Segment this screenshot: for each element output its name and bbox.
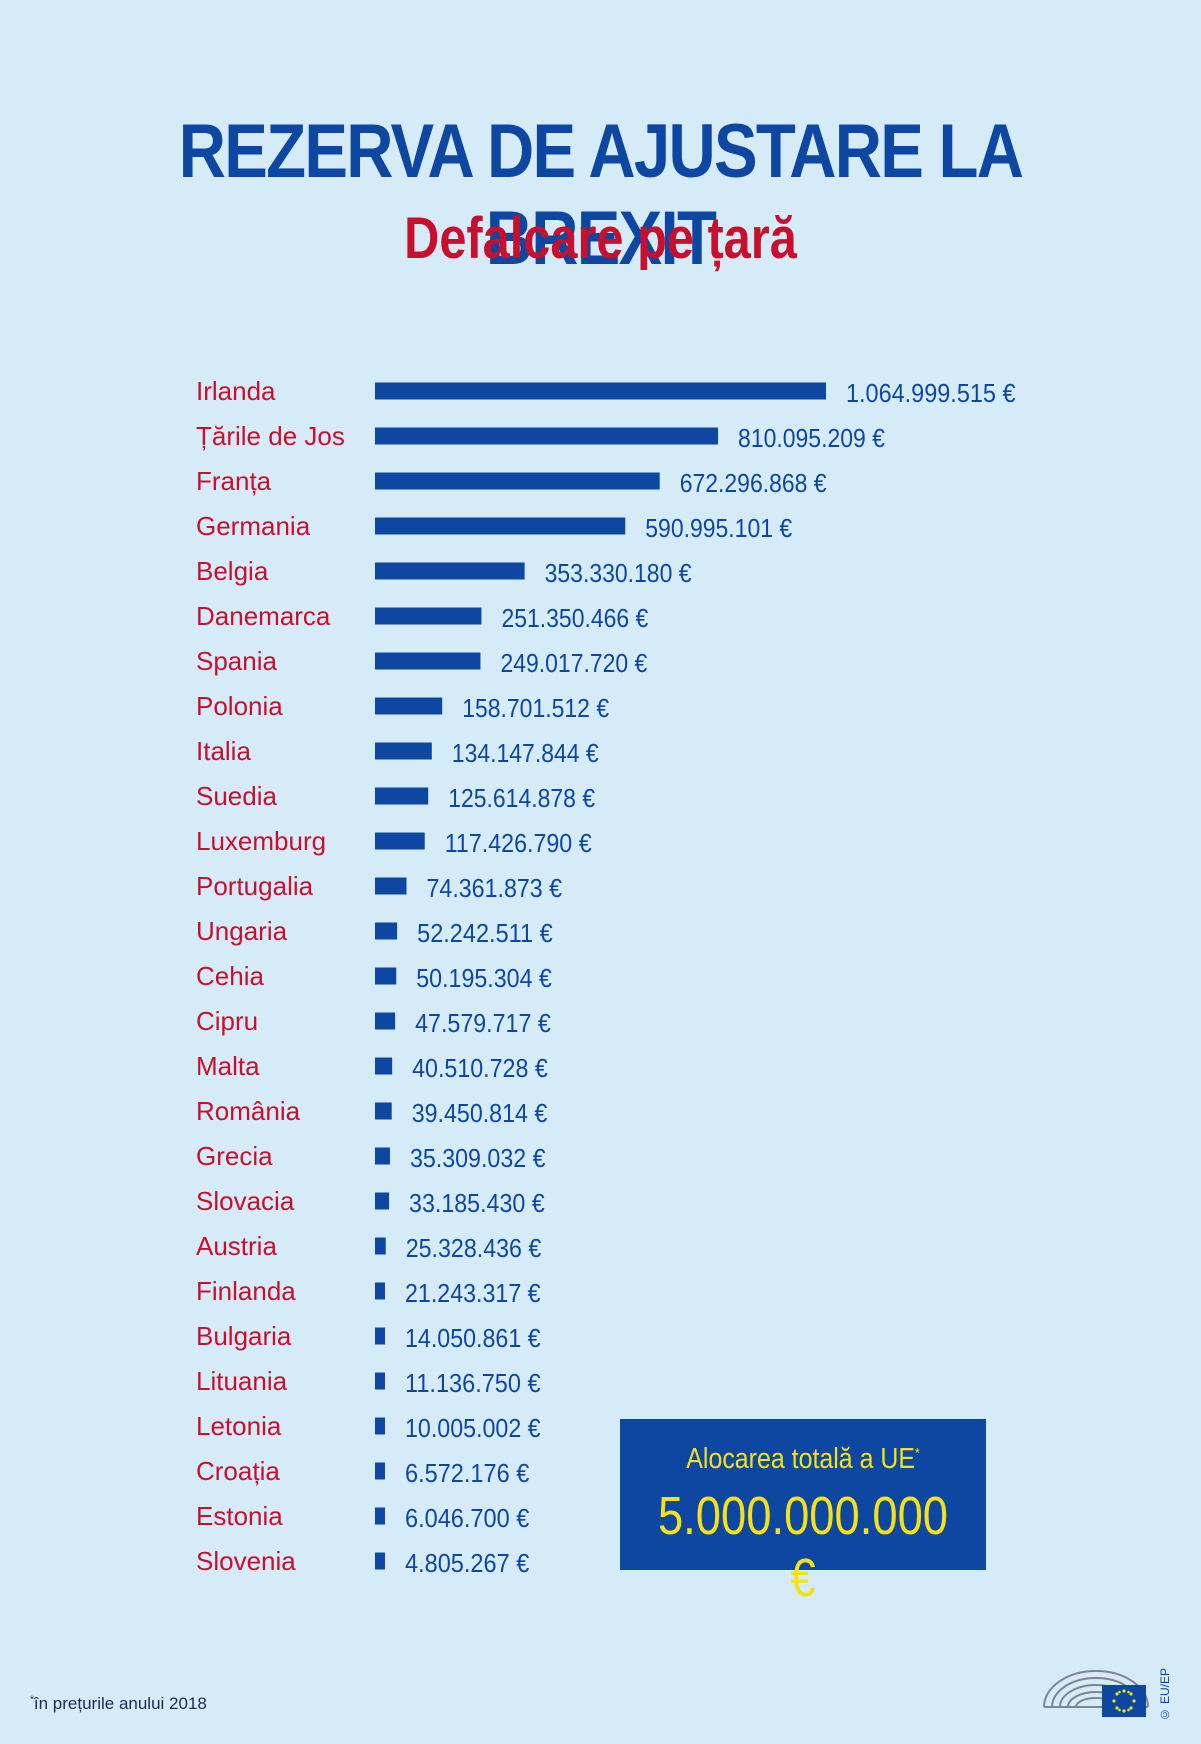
bar	[375, 1147, 390, 1165]
country-label: Malta	[196, 1051, 260, 1081]
bar	[375, 1552, 385, 1570]
footnote: *în prețurile anului 2018	[30, 1694, 207, 1713]
bar	[375, 1372, 385, 1390]
value-label: 74.361.873 €	[426, 873, 562, 903]
value-label: 21.243.317 €	[405, 1278, 541, 1308]
country-label: Finlanda	[196, 1276, 296, 1306]
bar	[375, 1057, 393, 1075]
bar	[375, 967, 397, 985]
value-label: 6.572.176 €	[405, 1458, 530, 1488]
bar	[375, 1102, 392, 1120]
value-label: 1.064.999.515 €	[846, 378, 1016, 408]
bar	[375, 1327, 385, 1345]
value-label: 672.296.868 €	[680, 468, 827, 498]
country-label: Germania	[196, 511, 311, 541]
value-label: 134.147.844 €	[452, 738, 599, 768]
total-allocation-value: 5.000.000.000 €	[657, 1486, 949, 1608]
country-label: Polonia	[196, 691, 283, 721]
value-label: 125.614.878 €	[448, 783, 595, 813]
country-label: Cipru	[196, 1006, 258, 1036]
country-label: Luxemburg	[196, 826, 326, 856]
value-label: 4.805.267 €	[405, 1548, 530, 1578]
bar	[375, 1507, 385, 1525]
country-label: România	[196, 1096, 301, 1126]
bar	[375, 1462, 385, 1480]
bar	[375, 697, 443, 715]
value-label: 10.005.002 €	[405, 1413, 541, 1443]
bar	[375, 742, 432, 760]
country-label: Țările de Jos	[196, 421, 345, 451]
value-label: 810.095.209 €	[738, 423, 885, 453]
country-label: Cehia	[196, 961, 264, 991]
total-allocation-box: Alocarea totală a UE* 5.000.000.000 €	[620, 1419, 986, 1608]
value-label: 33.185.430 €	[409, 1188, 545, 1218]
country-label: Croația	[196, 1456, 280, 1486]
country-label: Portugalia	[196, 871, 314, 901]
country-label: Lituania	[196, 1366, 288, 1396]
european-parliament-logo-icon	[1043, 1670, 1149, 1717]
bar	[375, 1012, 396, 1030]
country-label: Franța	[196, 466, 272, 496]
country-label: Estonia	[196, 1501, 283, 1531]
bar	[375, 652, 481, 670]
bar-chart: Irlanda 1.064.999.515 € Țările de Jos 810.0…	[196, 376, 1016, 1578]
country-label: Italia	[196, 736, 251, 766]
country-label: Grecia	[196, 1141, 273, 1171]
bar	[375, 1282, 385, 1300]
country-label: Ungaria	[196, 916, 288, 946]
country-label: Slovenia	[196, 1546, 296, 1576]
bar	[375, 1237, 386, 1255]
bar	[375, 832, 425, 850]
bar	[375, 382, 826, 400]
value-label: 52.242.511 €	[417, 918, 553, 948]
value-label: 25.328.436 €	[406, 1233, 542, 1263]
country-label: Irlanda	[196, 376, 276, 406]
country-label: Bulgaria	[196, 1321, 292, 1351]
value-label: 11.136.750 €	[405, 1368, 541, 1398]
country-label: Danemarca	[196, 601, 331, 631]
country-label: Letonia	[196, 1411, 282, 1441]
value-label: 249.017.720 €	[500, 648, 647, 678]
value-label: 35.309.032 €	[410, 1143, 546, 1173]
value-label: 117.426.790 €	[445, 828, 592, 858]
bar	[375, 427, 719, 445]
country-label: Spania	[196, 646, 277, 676]
bar	[375, 517, 626, 535]
bar	[375, 562, 525, 580]
bar	[375, 922, 398, 940]
value-label: 50.195.304 €	[416, 963, 552, 993]
value-label: 158.701.512 €	[462, 693, 609, 723]
country-label: Austria	[196, 1231, 277, 1261]
value-label: 6.046.700 €	[405, 1503, 530, 1533]
chart-subtitle: Defalcare pe țară	[404, 206, 797, 271]
country-label: Slovacia	[196, 1186, 295, 1216]
value-label: 353.330.180 €	[545, 558, 692, 588]
bar	[375, 1417, 385, 1435]
value-label: 590.995.101 €	[645, 513, 792, 543]
bar	[375, 472, 660, 490]
bar	[375, 1192, 390, 1210]
chart-title: REZERVA DE AJUSTARE LA BREXIT	[178, 109, 1024, 281]
value-label: 251.350.466 €	[501, 603, 648, 633]
country-label: Belgia	[196, 556, 269, 586]
value-label: 14.050.861 €	[405, 1323, 541, 1353]
value-label: 40.510.728 €	[412, 1053, 548, 1083]
value-label: 47.579.717 €	[415, 1008, 551, 1038]
value-label: 39.450.814 €	[412, 1098, 548, 1128]
bar	[375, 877, 407, 895]
total-allocation-label: Alocarea totală a UE*	[686, 1443, 920, 1475]
copyright-credit: © EU/EP	[1158, 1668, 1172, 1722]
bar	[375, 787, 429, 805]
bar	[375, 607, 482, 625]
country-label: Suedia	[196, 781, 277, 811]
